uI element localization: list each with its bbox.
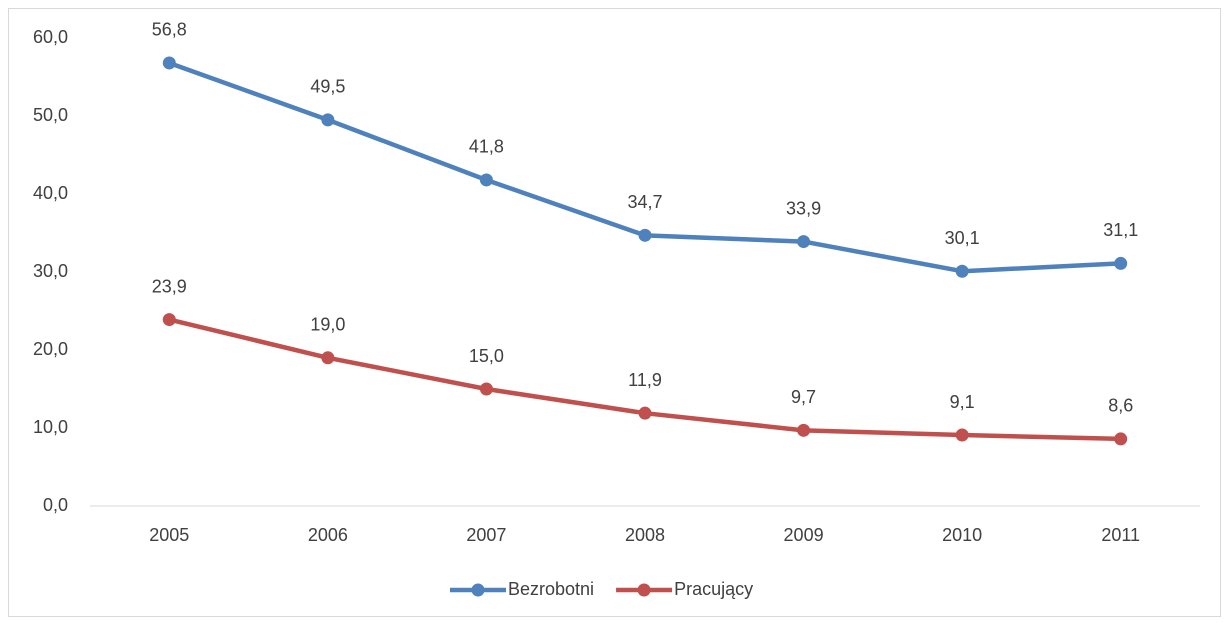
data-label: 19,0 — [310, 315, 345, 335]
data-label: 33,9 — [786, 198, 821, 218]
data-point — [638, 228, 652, 242]
legend-marker — [637, 583, 651, 597]
x-tick-label: 2005 — [149, 525, 189, 545]
y-tick-label: 20,0 — [33, 339, 68, 359]
data-label: 41,8 — [469, 137, 504, 157]
data-label: 30,1 — [945, 228, 980, 248]
data-label: 8,6 — [1108, 396, 1133, 416]
data-label: 9,1 — [950, 392, 975, 412]
chart-border — [8, 8, 1221, 617]
y-tick-label: 10,0 — [33, 417, 68, 437]
data-point — [797, 423, 811, 437]
x-tick-label: 2011 — [1101, 525, 1140, 545]
data-point — [1114, 432, 1128, 446]
y-tick-label: 50,0 — [33, 105, 68, 125]
data-point — [321, 351, 335, 365]
data-point — [479, 382, 493, 396]
y-tick-label: 30,0 — [33, 261, 68, 281]
data-point — [1114, 256, 1128, 270]
x-tick-label: 2007 — [466, 525, 506, 545]
data-point — [162, 313, 176, 327]
data-point — [797, 235, 811, 249]
data-point — [479, 173, 493, 187]
data-label: 15,0 — [469, 346, 504, 366]
y-tick-label: 40,0 — [33, 183, 68, 203]
legend-label: Pracujący — [674, 579, 753, 599]
x-tick-label: 2009 — [784, 525, 824, 545]
data-label: 49,5 — [310, 77, 345, 97]
x-tick-label: 2008 — [625, 525, 665, 545]
y-tick-label: 0,0 — [43, 495, 68, 515]
data-point — [955, 428, 969, 442]
legend-marker — [471, 583, 485, 597]
y-tick-label: 60,0 — [33, 27, 68, 47]
legend-label: Bezrobotni — [508, 579, 594, 599]
data-label: 34,7 — [627, 192, 662, 212]
data-point — [955, 264, 969, 278]
data-label: 31,1 — [1103, 220, 1138, 240]
data-point — [321, 113, 335, 127]
data-label: 56,8 — [152, 20, 187, 40]
data-point — [162, 56, 176, 70]
x-tick-label: 2006 — [308, 525, 348, 545]
data-label: 11,9 — [628, 370, 662, 390]
data-point — [638, 406, 652, 420]
data-label: 9,7 — [791, 387, 816, 407]
data-label: 23,9 — [152, 276, 187, 296]
x-tick-label: 2010 — [942, 525, 982, 545]
